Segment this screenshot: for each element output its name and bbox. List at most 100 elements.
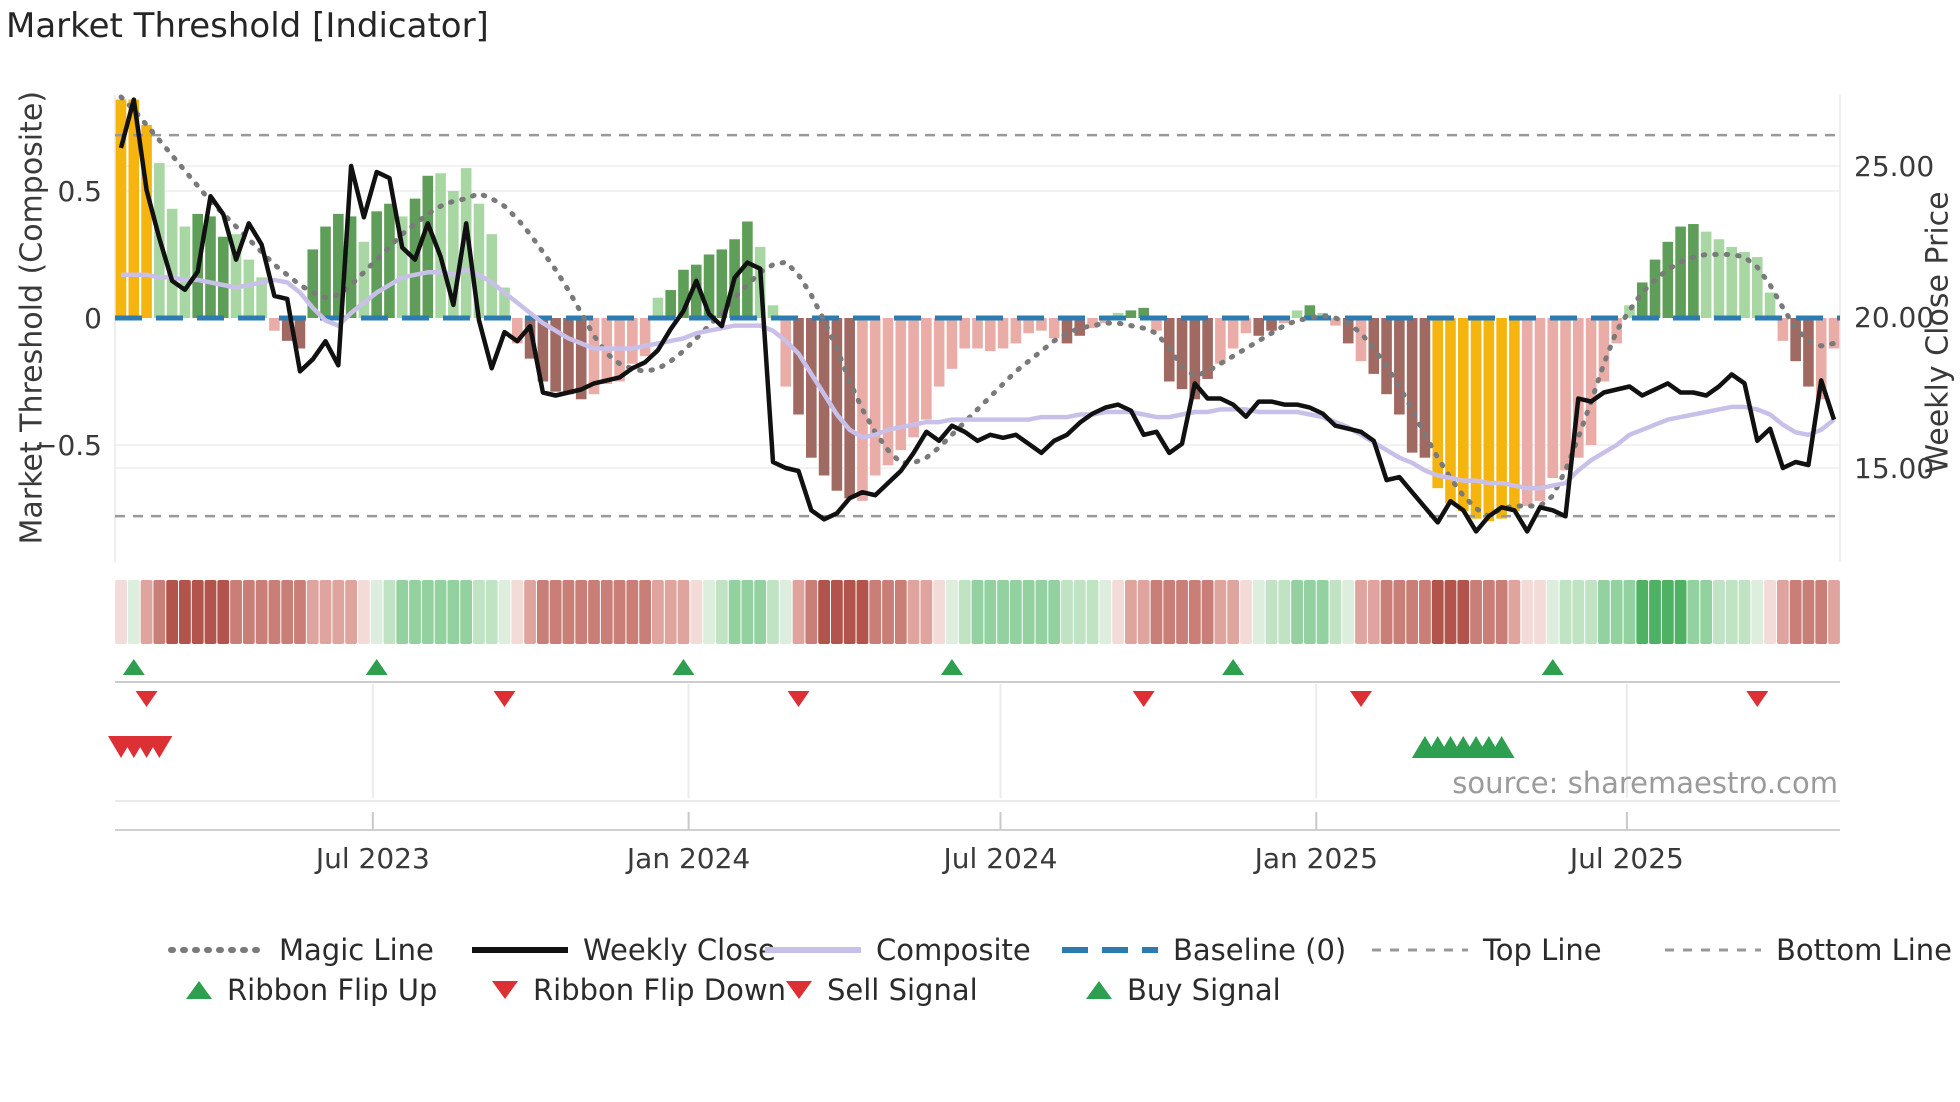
right-tick-label: 20.00 bbox=[1854, 301, 1934, 334]
legend-label: Ribbon Flip Down bbox=[533, 973, 786, 1007]
indicator-bar bbox=[921, 318, 932, 420]
ribbon-cell bbox=[1291, 580, 1303, 644]
ribbon-cell bbox=[460, 580, 473, 644]
indicator-bar bbox=[371, 211, 382, 318]
indicator-bar bbox=[1445, 318, 1456, 504]
ribbon-cell bbox=[1252, 580, 1265, 644]
indicator-bar bbox=[959, 318, 971, 349]
indicator-bar bbox=[1585, 318, 1597, 445]
ribbon-cell bbox=[1137, 580, 1150, 644]
indicator-bar bbox=[1419, 318, 1431, 458]
indicator-bar bbox=[1713, 239, 1725, 318]
ribbon-cell bbox=[383, 580, 396, 644]
indicator-bar bbox=[1010, 318, 1022, 344]
indicator-bar bbox=[1291, 310, 1303, 318]
ribbon-cell bbox=[1559, 580, 1572, 644]
indicator-bar bbox=[1521, 318, 1533, 506]
ribbon-cell bbox=[652, 580, 664, 644]
ribbon-flip-down-marker bbox=[135, 691, 158, 707]
ribbon-cell bbox=[1751, 580, 1764, 644]
weekly-close-swatch-icon bbox=[472, 947, 568, 953]
left-tick-label: −0.5 bbox=[34, 429, 102, 462]
indicator-bar bbox=[230, 234, 242, 318]
ribbon-cell bbox=[971, 580, 984, 644]
magic-line bbox=[118, 94, 1837, 520]
ribbon-cell bbox=[1534, 580, 1546, 644]
indicator-bar bbox=[716, 249, 728, 318]
indicator-bar bbox=[243, 259, 255, 318]
page-title: Market Threshold [Indicator] bbox=[6, 6, 489, 46]
ribbon-cell bbox=[575, 580, 588, 644]
legend-item-ribbon-flip-down: Ribbon Flip Down bbox=[492, 968, 786, 1012]
ribbon-cell bbox=[1815, 580, 1828, 644]
ribbon-flip-down-marker bbox=[1350, 691, 1373, 707]
indicator-bar bbox=[1700, 231, 1712, 318]
ribbon-flip-up-marker bbox=[1222, 659, 1245, 675]
indicator-bar bbox=[1432, 318, 1444, 489]
indicator-bar bbox=[550, 318, 561, 392]
ribbon-cell bbox=[396, 580, 409, 644]
ribbon-flip-up-marker bbox=[672, 659, 695, 675]
indicator-bar bbox=[882, 318, 894, 466]
indicator-bar bbox=[972, 318, 983, 349]
ribbon-cell bbox=[843, 580, 856, 644]
ribbon-flip-up-marker bbox=[1541, 659, 1564, 675]
ribbon-cell bbox=[1431, 580, 1444, 644]
buy-signal-marker bbox=[1488, 736, 1515, 758]
ribbon-cell bbox=[370, 580, 383, 644]
indicator-bar bbox=[1138, 307, 1149, 318]
ribbon-cell bbox=[1176, 580, 1188, 644]
legend-label: Sell Signal bbox=[827, 973, 978, 1007]
indicator-bar bbox=[1176, 318, 1188, 390]
indicator-bar bbox=[1483, 318, 1495, 522]
ribbon-cell bbox=[1636, 580, 1649, 644]
ribbon-cell bbox=[1713, 580, 1725, 644]
ribbon-cell bbox=[281, 580, 294, 644]
ribbon-cell bbox=[1163, 580, 1176, 644]
legend-item-sell-signal: Sell Signal bbox=[786, 968, 978, 1012]
indicator-bar bbox=[281, 318, 293, 341]
indicator-bar bbox=[166, 208, 178, 318]
indicator-bar bbox=[895, 318, 907, 451]
ribbon-cell bbox=[255, 580, 268, 644]
legend-item-baseline: Baseline (0) bbox=[1062, 928, 1346, 972]
ribbon-cell bbox=[779, 580, 792, 644]
ribbon-cell bbox=[1687, 580, 1700, 644]
ribbon-cell bbox=[1380, 580, 1393, 644]
ribbon-cell bbox=[115, 580, 127, 644]
indicator-bar bbox=[1636, 282, 1648, 318]
indicator-bar bbox=[1304, 305, 1316, 318]
ribbon-cell bbox=[357, 580, 370, 644]
ribbon-cell bbox=[217, 580, 230, 644]
ribbon-cell bbox=[345, 580, 358, 644]
indicator-bar bbox=[793, 318, 804, 415]
indicator-bar bbox=[652, 297, 664, 318]
indicator-bar bbox=[217, 236, 229, 318]
ribbon-cell bbox=[1623, 580, 1636, 644]
x-tick-label: Jul 2025 bbox=[1568, 842, 1684, 875]
bottom-line-swatch-icon bbox=[1665, 948, 1761, 952]
ribbon-cell bbox=[1393, 580, 1406, 644]
x-tick-label: Jan 2024 bbox=[625, 842, 750, 875]
indicator-bar bbox=[460, 168, 472, 318]
indicator-bar bbox=[1777, 318, 1789, 341]
ribbon-cell bbox=[1597, 580, 1610, 644]
legend-row-1: Magic Line Weekly Close Composite Baseli… bbox=[0, 928, 1960, 972]
ribbon-cell bbox=[1073, 580, 1086, 644]
ribbon-cell bbox=[1674, 580, 1687, 644]
ribbon-cell bbox=[332, 580, 345, 644]
indicator-bars bbox=[115, 99, 1840, 522]
ribbon-cell bbox=[818, 580, 830, 644]
ribbon-cell bbox=[1649, 580, 1661, 644]
ribbon-cell bbox=[1495, 580, 1508, 644]
ribbon-cell bbox=[191, 580, 204, 644]
indicator-bar bbox=[179, 226, 191, 318]
ribbon-cell bbox=[1022, 580, 1035, 644]
indicator-bar bbox=[844, 318, 855, 499]
indicator-bar bbox=[563, 318, 574, 395]
ribbon-cell bbox=[1303, 580, 1316, 644]
ribbon-cell bbox=[639, 580, 652, 644]
indicator-bar bbox=[537, 318, 549, 382]
flip-down-triangle-icon bbox=[492, 981, 518, 999]
